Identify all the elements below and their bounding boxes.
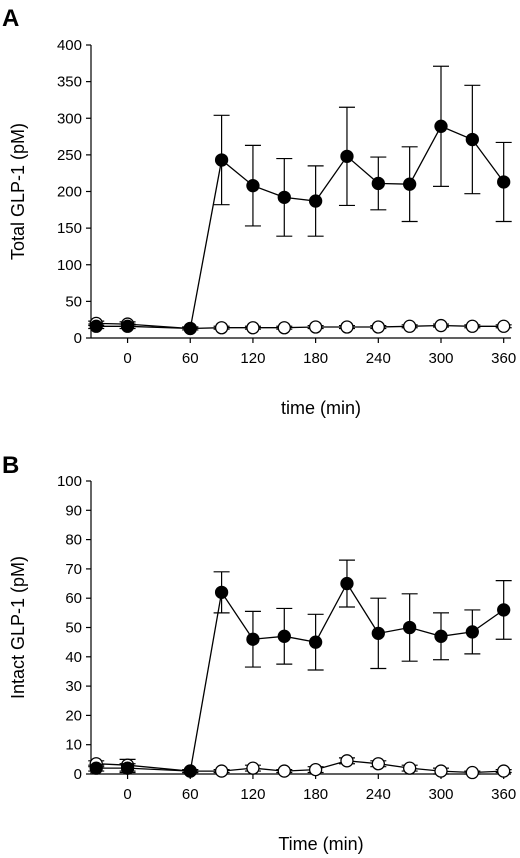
data-point-filled	[277, 190, 291, 205]
y-axis-title: Total GLP-1 (pM)	[8, 123, 28, 260]
data-point-open	[371, 320, 385, 334]
x-tick-label: 60	[182, 350, 199, 367]
y-tick-label: 400	[57, 37, 82, 54]
y-tick-label: 30	[65, 678, 82, 695]
y-tick-label: 0	[74, 766, 82, 783]
data-point-open	[308, 762, 323, 777]
data-point-filled	[246, 632, 260, 646]
chart-panel-b: B 0 10 20 30 40 50 60 70 80 90 100 0 60 120 180 240 300 36…	[2, 452, 516, 854]
x-tick-label: 360	[491, 350, 516, 367]
y-tick-label: 90	[65, 502, 82, 519]
data-point-filled	[120, 761, 135, 775]
x-tick-label: 180	[303, 786, 328, 803]
data-point-filled	[214, 153, 229, 167]
data-point-open	[403, 761, 417, 775]
y-tick-label: 100	[57, 257, 82, 274]
series-filled	[88, 559, 512, 778]
y-tick-label: 150	[57, 220, 82, 237]
data-point-filled	[434, 629, 448, 643]
data-point-open	[277, 321, 291, 335]
x-tick-label: 240	[366, 786, 391, 803]
data-point-open	[434, 764, 448, 778]
y-tick-label: 350	[57, 74, 82, 91]
data-point-open	[214, 321, 229, 335]
x-tick-label: 240	[366, 350, 391, 367]
panel-label: A	[2, 5, 19, 32]
data-point-filled	[183, 764, 197, 778]
data-point-open	[246, 321, 260, 335]
data-point-filled	[340, 149, 354, 163]
data-point-filled	[465, 132, 479, 147]
y-tick-label: 70	[65, 561, 82, 578]
y-tick-label: 10	[65, 737, 82, 754]
data-point-filled	[89, 761, 103, 775]
x-tick-label: 0	[123, 786, 131, 803]
y-tick-label: 250	[57, 147, 82, 164]
series-open	[88, 754, 512, 780]
data-point-open	[308, 320, 323, 334]
x-axis-title: Time (min)	[278, 834, 363, 854]
y-tick-label: 0	[74, 330, 82, 347]
data-point-filled	[465, 625, 479, 639]
y-tick-label: 40	[65, 649, 82, 666]
data-point-open	[465, 765, 479, 780]
data-point-open	[497, 319, 511, 333]
data-point-filled	[89, 319, 103, 333]
x-tick-label: 180	[303, 350, 328, 367]
x-tick-label: 360	[491, 786, 516, 803]
data-point-open	[214, 764, 229, 778]
series-line	[96, 125, 505, 330]
data-point-open	[497, 764, 511, 778]
data-point-filled	[214, 585, 229, 599]
data-point-filled	[120, 319, 135, 333]
chart-panel-a: A 0 50 100 150 200 250 300 350 400 0 60 120 180 240 300…	[2, 5, 516, 418]
series-open	[88, 316, 512, 336]
data-point-filled	[246, 178, 260, 193]
data-point-open	[246, 761, 260, 775]
data-point-filled	[277, 629, 291, 643]
x-tick-label: 120	[240, 786, 265, 803]
data-point-open	[277, 764, 291, 778]
data-point-filled	[371, 176, 385, 191]
y-tick-label: 60	[65, 590, 82, 607]
data-point-open	[465, 319, 479, 333]
data-point-filled	[183, 321, 197, 336]
y-tick-label: 100	[57, 473, 82, 490]
data-point-filled	[497, 175, 511, 189]
x-tick-label: 0	[123, 350, 131, 367]
data-point-open	[403, 319, 417, 333]
y-tick-label: 50	[65, 293, 82, 310]
y-tick-label: 80	[65, 532, 82, 549]
data-point-filled	[434, 119, 448, 133]
data-point-open	[434, 318, 448, 333]
panel-label: B	[2, 452, 19, 479]
y-tick-label: 20	[65, 707, 82, 724]
x-tick-label: 120	[240, 350, 265, 367]
data-point-filled	[371, 626, 385, 641]
data-point-open	[340, 754, 354, 768]
y-axis-title: Intact GLP-1 (pM)	[8, 556, 28, 699]
x-axis-title: time (min)	[281, 398, 361, 418]
data-point-open	[340, 320, 354, 334]
data-point-open	[371, 757, 385, 771]
x-tick-label: 60	[182, 786, 199, 803]
series-filled	[88, 65, 512, 336]
data-point-filled	[308, 635, 323, 649]
data-point-filled	[308, 194, 323, 208]
y-tick-label: 50	[65, 620, 82, 637]
x-tick-label: 300	[428, 786, 453, 803]
data-point-filled	[403, 177, 417, 191]
y-tick-label: 200	[57, 184, 82, 201]
data-point-filled	[340, 576, 354, 591]
y-tick-label: 300	[57, 110, 82, 127]
data-point-filled	[403, 620, 417, 635]
x-tick-label: 300	[428, 350, 453, 367]
data-point-filled	[497, 603, 511, 617]
series-line	[96, 582, 505, 772]
